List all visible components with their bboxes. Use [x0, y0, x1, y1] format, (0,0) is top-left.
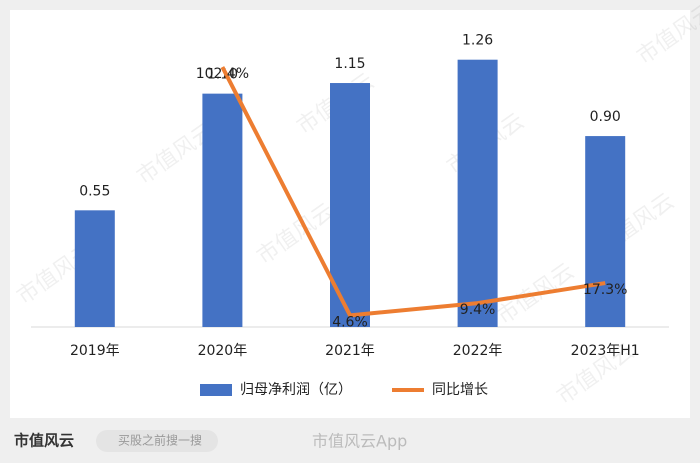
legend-label: 同比增长 [432, 382, 488, 398]
x-tick-label: 2023年H1 [571, 343, 640, 359]
line-value-label: 9.4% [460, 302, 496, 318]
bar-value-label: 1.26 [462, 33, 493, 49]
line-value-label: 4.6% [332, 314, 368, 330]
x-tick-label: 2019年 [70, 343, 120, 359]
search-box[interactable] [96, 430, 218, 452]
line [220, 66, 606, 318]
x-tick-label: 2022年 [453, 343, 503, 359]
footer-source: 市值风云App [312, 432, 407, 451]
logo-box [14, 430, 90, 452]
footer-logo: 市值风云 [14, 432, 74, 450]
legend-label: 归母净利润（亿） [240, 381, 352, 398]
bar-value-label: 1.15 [334, 56, 365, 72]
line-value-label: 102.4% [196, 66, 249, 82]
bar-value-label: 0.90 [590, 109, 621, 125]
bar [585, 136, 626, 327]
x-tick-label: 2020年 [198, 343, 248, 359]
bar-value-label: 0.55 [79, 183, 110, 199]
footer-search[interactable]: 买股之前搜一搜 [118, 433, 202, 448]
x-tick-label: 2021年 [325, 343, 375, 359]
bar [202, 93, 243, 328]
bar [74, 210, 115, 327]
legend-swatch [200, 384, 232, 396]
line-value-label: 17.3% [583, 282, 627, 298]
bar [457, 59, 498, 327]
